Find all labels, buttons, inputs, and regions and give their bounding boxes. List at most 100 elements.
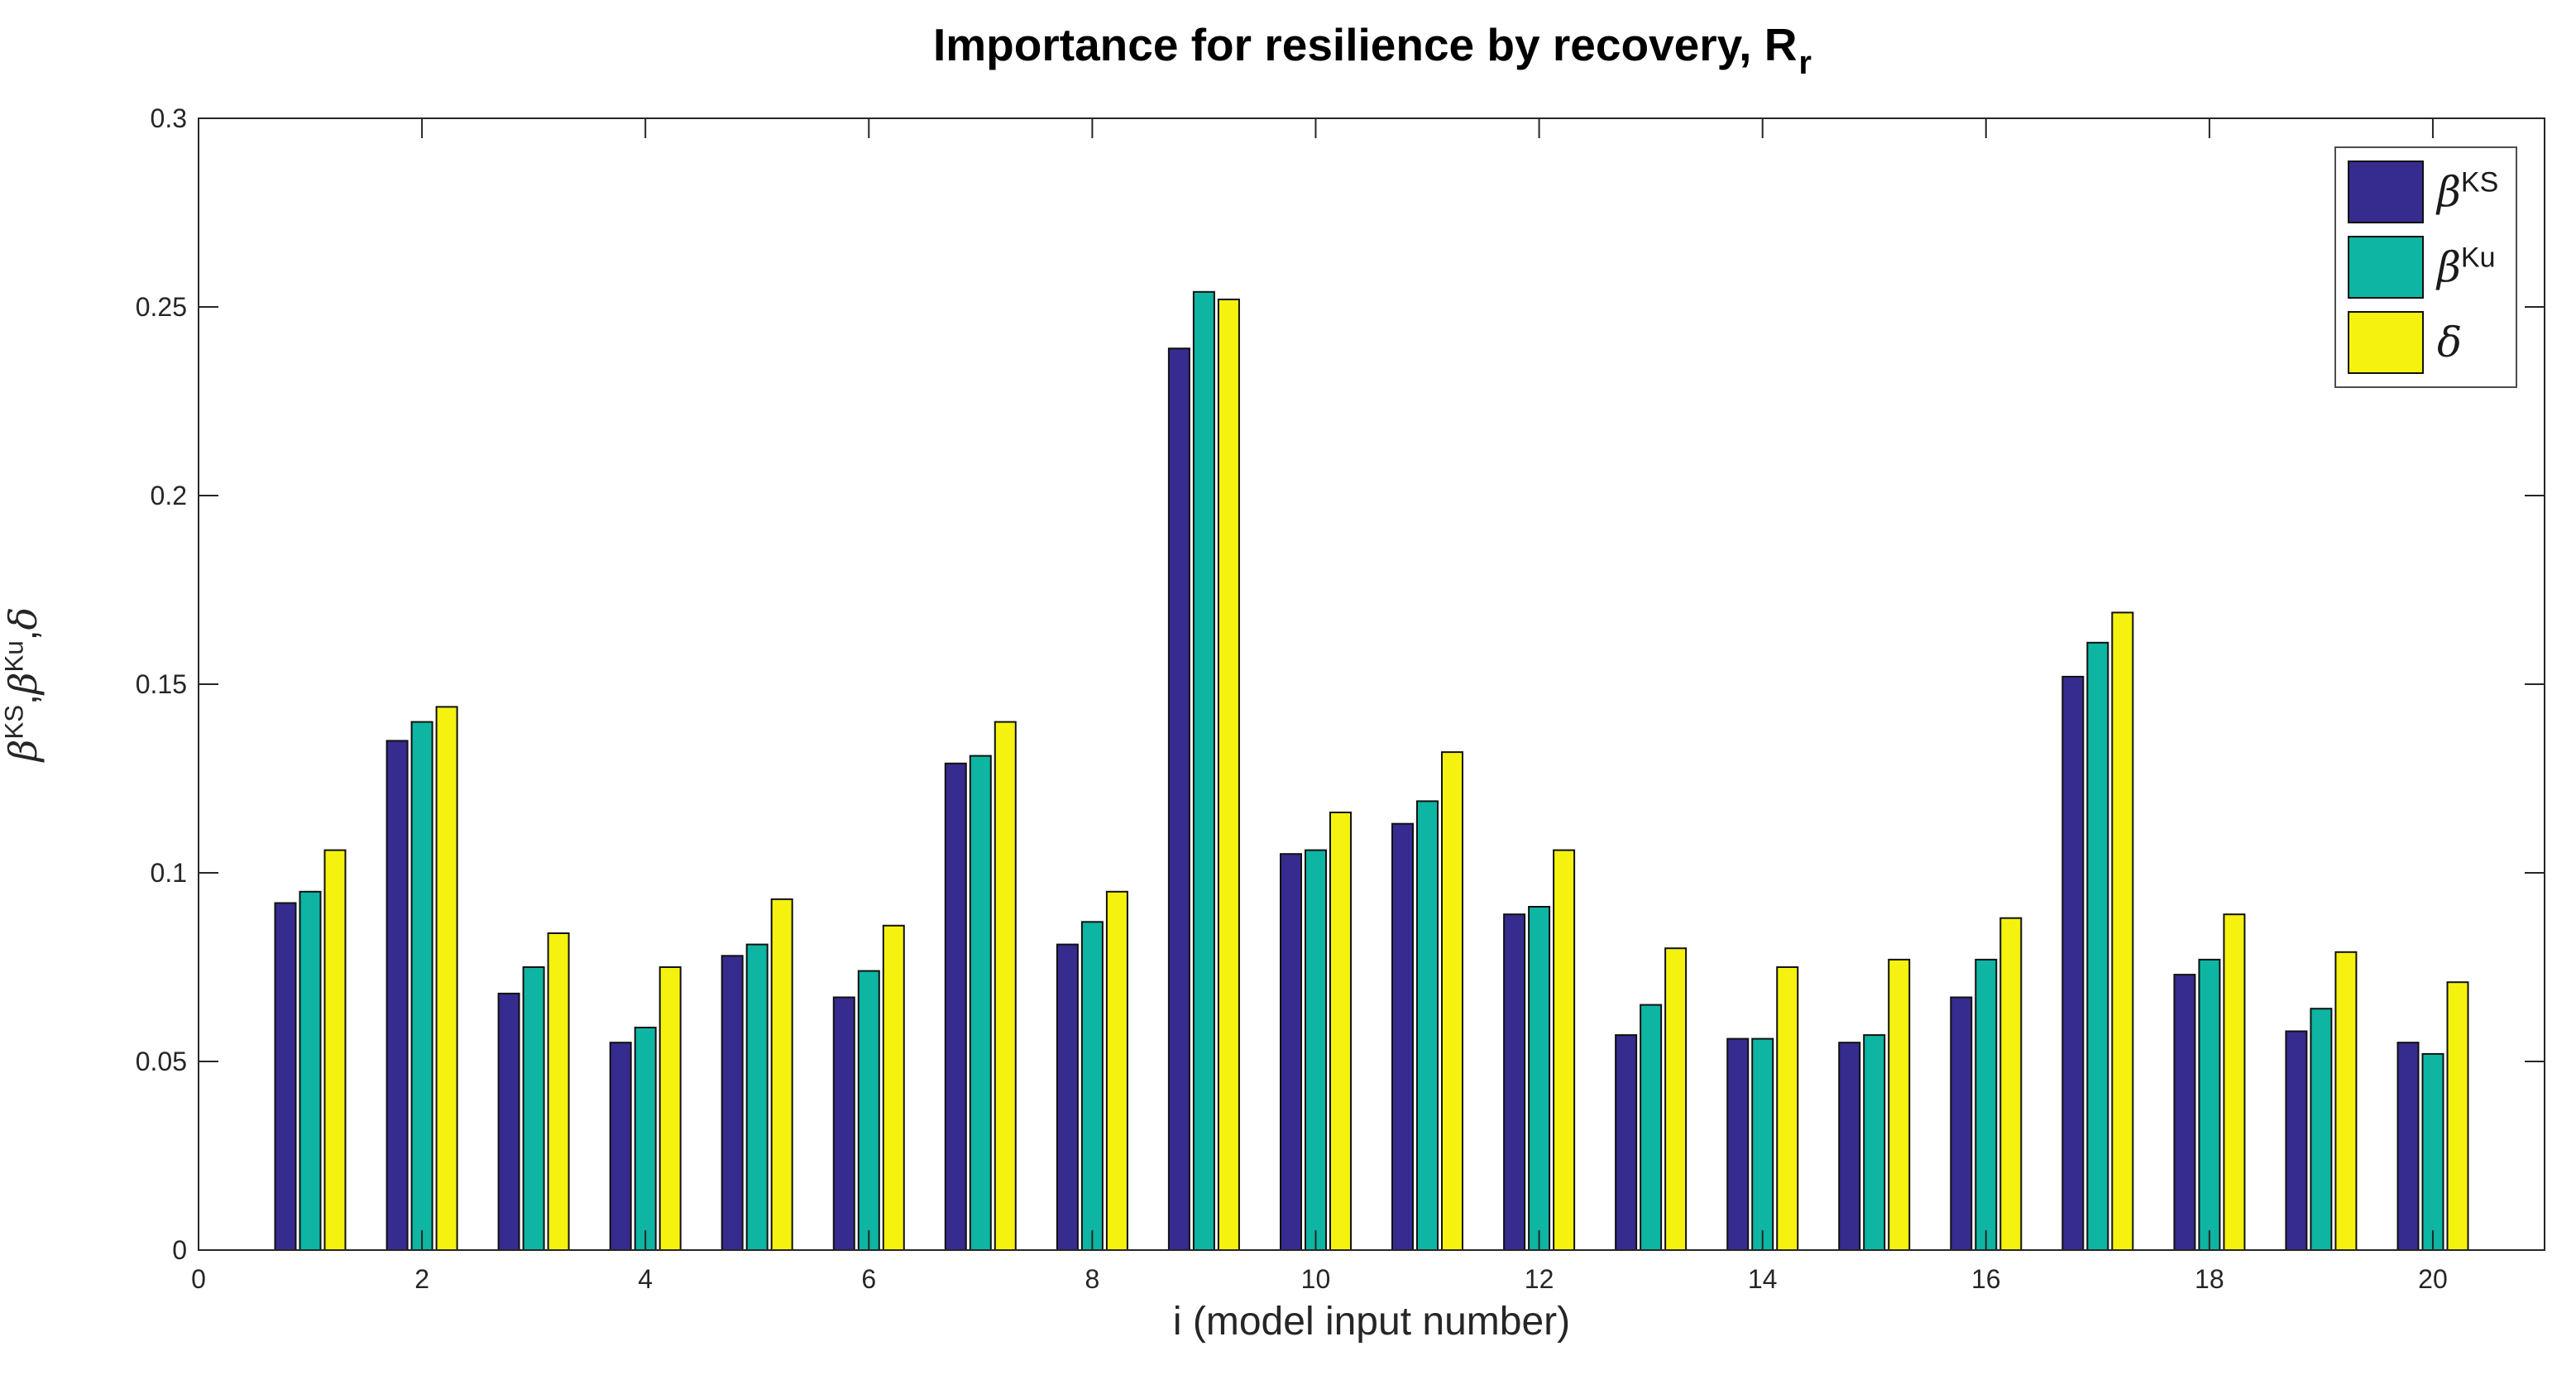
- bar-delta-x4: [658, 966, 682, 1251]
- bar-beta-KS-x7: [944, 762, 967, 1251]
- bar-beta-Ku-x2: [410, 721, 433, 1251]
- legend-label-beta-ks: β: [2437, 168, 2461, 217]
- bar-beta-Ku-x13: [1640, 1004, 1663, 1251]
- bar-beta-KS-x5: [721, 955, 744, 1252]
- bar-delta-x16: [1999, 917, 2023, 1251]
- chart-title: Importance for resilience by recovery, R…: [199, 18, 2545, 81]
- x-tick-label-12: 12: [1525, 1264, 1554, 1294]
- bar-beta-Ku-x16: [1975, 958, 1998, 1252]
- bar-beta-Ku-x3: [522, 966, 545, 1251]
- bar-delta-x9: [1217, 298, 1240, 1251]
- x-tick-label-2: 2: [414, 1264, 429, 1294]
- bar-beta-Ku-x19: [2310, 1008, 2333, 1251]
- y-tick-label-0.15: 0.15: [136, 669, 187, 699]
- bar-delta-x8: [1105, 890, 1128, 1252]
- x-tick-label-20: 20: [2418, 1264, 2448, 1294]
- x-tick-label-10: 10: [1301, 1264, 1331, 1294]
- bar-beta-Ku-x20: [2421, 1052, 2444, 1252]
- bar-delta-x6: [882, 924, 905, 1252]
- x-axis-label: i (model input number): [1172, 1300, 1571, 1344]
- y-axis-label-delta: δ: [1, 606, 45, 630]
- bar-beta-Ku-x17: [2086, 641, 2109, 1251]
- bar-delta-x14: [1776, 966, 1799, 1251]
- x-tick-label-0: 0: [191, 1264, 206, 1294]
- y-tick-label-0: 0: [172, 1235, 187, 1265]
- legend-label-beta-ks-sup: KS: [2460, 166, 2499, 199]
- y-tick-label-0.1: 0.1: [151, 858, 187, 888]
- y-axis-label-beta-KS: β: [1, 739, 45, 762]
- bar-beta-KS-x13: [1615, 1034, 1638, 1251]
- x-tick-label-8: 8: [1085, 1264, 1099, 1294]
- x-tick-label-14: 14: [1748, 1264, 1778, 1294]
- bar-delta-x1: [323, 849, 347, 1251]
- bar-beta-Ku-x5: [745, 943, 768, 1251]
- y-axis-label-beta-Ku: β: [1, 672, 45, 695]
- y-tick-label-0.05: 0.05: [136, 1047, 187, 1076]
- bar-beta-Ku-x10: [1305, 849, 1327, 1251]
- bar-beta-KS-x17: [2061, 675, 2085, 1251]
- bar-beta-KS-x12: [1503, 913, 1526, 1251]
- y-axis-label: βKS,βKu,δ: [0, 353, 45, 1015]
- legend-label-beta-ku-sup: Ku: [2460, 242, 2496, 274]
- bar-beta-Ku-x11: [1416, 800, 1439, 1251]
- chart-title-subscript: r: [1798, 45, 1812, 81]
- bar-beta-KS-x11: [1391, 822, 1414, 1251]
- bar-delta-x2: [435, 706, 458, 1251]
- bar-delta-x18: [2223, 913, 2246, 1251]
- bar-beta-KS-x18: [2173, 974, 2196, 1251]
- bar-delta-x13: [1664, 947, 1688, 1251]
- bar-beta-KS-x8: [1056, 943, 1079, 1251]
- legend-item-beta-ku: βKu: [2348, 231, 2516, 304]
- bar-beta-Ku-x9: [1192, 290, 1215, 1251]
- bar-beta-Ku-x12: [1528, 906, 1551, 1251]
- bar-delta-x3: [547, 932, 570, 1251]
- bar-beta-Ku-x14: [1751, 1037, 1774, 1251]
- bar-beta-Ku-x1: [299, 890, 322, 1252]
- bar-beta-KS-x15: [1838, 1042, 1861, 1251]
- bar-beta-KS-x19: [2285, 1030, 2308, 1251]
- x-tick-label-6: 6: [861, 1264, 876, 1294]
- bar-beta-Ku-x7: [969, 755, 992, 1251]
- bar-beta-Ku-x6: [857, 970, 880, 1251]
- bar-beta-KS-x16: [1950, 996, 1973, 1251]
- bar-beta-Ku-x15: [1863, 1034, 1886, 1251]
- y-tick-label-0.2: 0.2: [151, 481, 187, 510]
- bar-delta-x7: [994, 721, 1017, 1251]
- bar-beta-KS-x9: [1167, 347, 1190, 1252]
- bar-delta-x12: [1553, 849, 1576, 1251]
- chart-title-main: Importance for resilience by recovery, R: [933, 19, 1798, 70]
- bar-delta-x15: [1888, 958, 1911, 1252]
- bar-beta-KS-x2: [385, 740, 409, 1251]
- bar-beta-KS-x6: [832, 996, 855, 1251]
- x-tick-label-4: 4: [638, 1264, 653, 1294]
- legend-swatch-beta-ks: [2348, 161, 2424, 224]
- bar-delta-x5: [770, 898, 793, 1252]
- legend-swatch-beta-ku: [2348, 235, 2424, 299]
- bar-beta-KS-x4: [609, 1042, 632, 1251]
- bar-beta-KS-x3: [497, 992, 520, 1252]
- legend-label-delta: δ: [2437, 318, 2463, 367]
- y-axis-label-beta-Ku-sup: Ku: [0, 640, 29, 673]
- y-axis-label-separator: ,: [2, 630, 45, 641]
- bar-delta-x11: [1441, 751, 1463, 1251]
- legend-item-beta-ks: βKS: [2348, 156, 2516, 228]
- legend-swatch-delta: [2348, 310, 2424, 374]
- bar-beta-Ku-x4: [634, 1027, 657, 1251]
- legend-item-delta: δ: [2348, 306, 2516, 379]
- bar-beta-KS-x1: [274, 902, 297, 1251]
- bar-delta-x10: [1329, 812, 1352, 1251]
- bar-delta-x20: [2446, 981, 2469, 1251]
- x-tick-label-18: 18: [2195, 1264, 2224, 1294]
- bar-delta-x19: [2334, 951, 2358, 1252]
- bar-beta-KS-x10: [1280, 853, 1302, 1251]
- y-axis-label-separator: ,: [2, 694, 45, 705]
- legend: βKS βKu δ: [2334, 146, 2517, 388]
- bar-beta-KS-x14: [1726, 1037, 1750, 1251]
- y-tick-label-0.3: 0.3: [151, 103, 187, 133]
- bar-delta-x17: [2111, 611, 2134, 1251]
- bar-beta-Ku-x8: [1080, 921, 1104, 1252]
- x-tick-label-16: 16: [1971, 1264, 2001, 1294]
- y-axis-label-beta-KS-sup: KS: [0, 704, 29, 740]
